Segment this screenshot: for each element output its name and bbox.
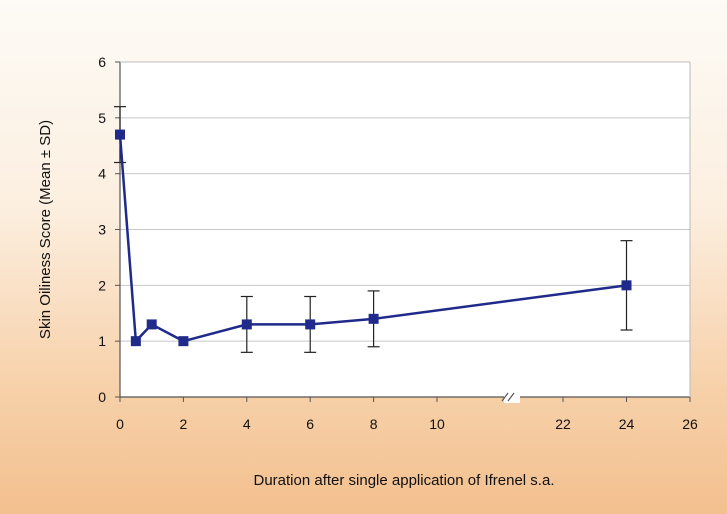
data-point [368,313,379,324]
data-point [241,319,252,330]
data-point [146,319,157,330]
data-point [115,129,125,140]
x-tick-label: 6 [306,416,314,432]
y-tick-label: 0 [98,389,106,405]
data-point [621,280,632,291]
x-tick-label: 8 [370,416,378,432]
x-tick-label: 4 [243,416,251,432]
x-tick-label: 26 [682,416,698,432]
axis-break-mark [501,392,509,402]
y-tick-label: 6 [98,54,106,70]
x-tick-label: 0 [116,416,124,432]
y-tick-label: 4 [98,166,106,182]
data-point [305,319,316,330]
x-tick-label: 2 [180,416,188,432]
y-tick-label: 3 [98,222,106,238]
data-point [178,336,189,347]
y-tick-label: 5 [98,110,106,126]
x-axis-title: Duration after single application of Ifr… [253,472,554,489]
x-tick-label: 22 [555,416,571,432]
y-axis-title: Skin Oiliness Score (Mean ± SD) [37,120,54,339]
x-tick-label: 10 [429,416,445,432]
data-points [115,129,632,347]
x-tick-label: 24 [619,416,635,432]
y-tick-label: 2 [98,277,106,293]
axis-break-gap [504,391,520,403]
axis-break-mark [507,392,515,402]
data-point [130,336,141,347]
y-tick-label: 1 [98,333,106,349]
